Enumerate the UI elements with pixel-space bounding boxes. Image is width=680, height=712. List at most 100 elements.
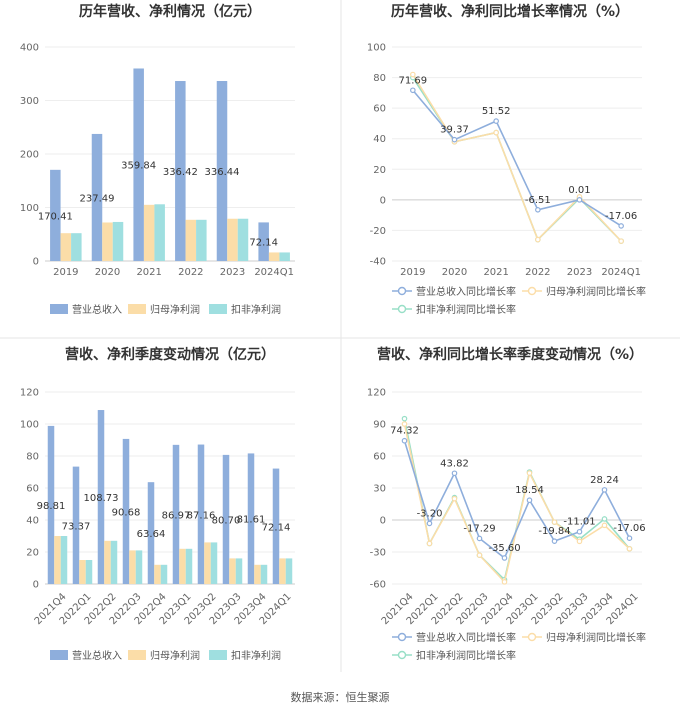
y-tick-label: 60 xyxy=(373,104,386,115)
data-point xyxy=(493,118,499,124)
x-tick-label: 2024Q1 xyxy=(254,267,294,278)
x-tick-label: 2021 xyxy=(136,267,161,278)
y-tick-label: -60 xyxy=(370,580,386,591)
bar-value-label: 336.44 xyxy=(205,167,240,178)
series-line-0 xyxy=(412,89,622,227)
bar-value-label: 72.14 xyxy=(249,238,278,249)
data-point xyxy=(426,540,433,547)
data-point xyxy=(451,495,458,502)
bar-net-profit xyxy=(185,219,197,261)
bar-deducted-profit xyxy=(85,560,93,584)
data-point xyxy=(551,519,558,525)
bar-value-label: 90.68 xyxy=(112,507,141,518)
bar-value-label: 73.37 xyxy=(62,521,91,532)
y-tick-label: 80 xyxy=(26,452,39,463)
data-point xyxy=(601,487,608,493)
y-tick-label: 120 xyxy=(367,388,386,399)
bar-deducted-profit xyxy=(210,542,218,584)
bar-deducted-profit xyxy=(160,564,168,584)
y-tick-label: 100 xyxy=(20,203,39,214)
y-tick-label: 100 xyxy=(367,43,386,54)
series-line-0 xyxy=(403,440,631,560)
chart-title: 营收、净利季度变动情况（亿元） xyxy=(65,346,275,363)
data-point xyxy=(576,197,583,203)
y-tick-label: -30 xyxy=(370,548,386,559)
legend-swatch-marker xyxy=(397,304,407,314)
series-line-1 xyxy=(403,423,631,584)
bar-value-label: 336.42 xyxy=(163,167,198,178)
bar-revenue xyxy=(222,454,230,584)
bar-revenue xyxy=(122,438,130,584)
data-point xyxy=(410,71,416,78)
y-tick-label: 80 xyxy=(373,73,386,84)
line-value-label: -17.06 xyxy=(605,211,637,222)
line-value-label: -6.51 xyxy=(525,195,551,206)
y-tick-label: 30 xyxy=(373,484,386,495)
data-point xyxy=(626,545,633,552)
x-tick-label: 2022 xyxy=(178,267,203,278)
legend-label: 归母净利润 xyxy=(150,649,200,662)
y-tick-label: 40 xyxy=(373,134,386,145)
bar-net-profit xyxy=(227,218,238,261)
bar-value-label: 359.84 xyxy=(121,161,156,172)
bar-deducted-profit xyxy=(135,550,143,584)
legend-label: 归母净利润 xyxy=(150,303,200,316)
bar-deducted-profit xyxy=(60,536,68,584)
y-tick-label: 120 xyxy=(20,388,39,399)
line-value-label: -11.01 xyxy=(563,517,595,528)
bar-net-profit xyxy=(102,222,113,261)
data-point xyxy=(451,136,458,143)
x-tick-label: 2019 xyxy=(53,267,78,278)
bar-revenue xyxy=(197,444,205,584)
bar-net-profit xyxy=(129,550,136,584)
y-tick-label: 0 xyxy=(33,580,39,591)
y-tick-label: 20 xyxy=(26,548,39,559)
legend-swatch-marker xyxy=(397,286,407,296)
legend-label: 扣非净利润 xyxy=(231,303,281,316)
data-point xyxy=(493,129,499,136)
data-point xyxy=(601,522,608,529)
legend-label: 营业总收入同比增长率 xyxy=(416,631,516,644)
chart-title: 历年营收、净利情况（亿元） xyxy=(79,3,261,20)
series-line-1 xyxy=(412,74,622,242)
bar-deducted-profit xyxy=(71,233,82,261)
x-tick-label: 2023 xyxy=(567,267,592,278)
legend-label: 营业总收入 xyxy=(72,649,122,662)
y-tick-label: 60 xyxy=(373,452,386,463)
y-tick-label: 100 xyxy=(20,420,39,431)
bar-revenue xyxy=(272,468,280,584)
legend-label: 扣非净利润 xyxy=(231,649,281,662)
bar-deducted-profit xyxy=(112,221,124,261)
data-point xyxy=(576,528,583,535)
y-tick-label: 400 xyxy=(20,43,39,54)
legend-swatch xyxy=(128,304,146,314)
legend-label: 归母净利润同比增长率 xyxy=(546,631,646,644)
data-point xyxy=(618,238,624,244)
data-point xyxy=(451,470,458,477)
line-value-label: -3.20 xyxy=(417,508,443,519)
legend-swatch xyxy=(50,650,68,660)
legend-label: 归母净利润同比增长率 xyxy=(546,285,646,298)
y-tick-label: 40 xyxy=(26,516,39,527)
bar-revenue xyxy=(258,222,269,261)
bar-deducted-profit xyxy=(185,548,193,584)
x-tick-label: 2020 xyxy=(95,267,120,278)
x-tick-label: 2021 xyxy=(483,267,508,278)
bar-deducted-profit xyxy=(154,204,165,261)
line-value-label: 74.32 xyxy=(390,426,419,437)
data-point xyxy=(476,552,483,559)
y-tick-label: 90 xyxy=(373,420,386,431)
y-tick-label: 0 xyxy=(33,257,39,268)
data-point xyxy=(626,535,633,541)
x-tick-label: 2020 xyxy=(442,267,467,278)
series-line-2 xyxy=(403,418,631,582)
line-value-label: -17.29 xyxy=(463,523,495,534)
bar-value-label: 87.16 xyxy=(187,510,216,521)
y-tick-label: 20 xyxy=(373,165,386,176)
bar-value-label: 81.61 xyxy=(237,515,266,526)
bar-net-profit xyxy=(204,542,211,584)
bar-deducted-profit xyxy=(260,564,268,584)
bar-value-label: 108.73 xyxy=(84,493,119,504)
data-point xyxy=(618,223,624,229)
